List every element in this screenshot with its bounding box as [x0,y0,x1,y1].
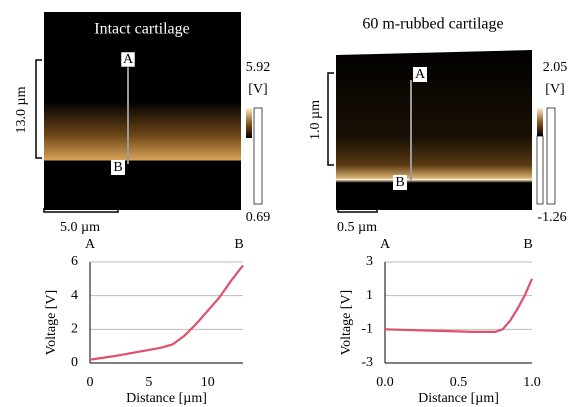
scale-bar [328,73,334,165]
y-tick-label: 2 [71,322,78,337]
colorbar-frame [254,108,262,204]
end-label: B [234,237,243,252]
colorbar-frame [547,108,555,204]
y-tick-label: 0 [71,355,78,370]
marker-a: A [415,67,426,82]
colorbar [246,108,252,138]
y-tick-label: 3 [366,254,373,269]
colorbar [537,108,543,136]
figure: Intact cartilage A B 13.0 µm 5.0 µm 5.92… [0,0,575,407]
colorbar-unit: [V] [545,82,564,97]
marker-a: A [123,52,134,67]
y-tick-label: 1 [366,288,373,303]
x-axis-label: Distance [µm] [126,391,207,406]
y-tick-label: -1 [361,322,373,337]
vertical-scale: 13.0 µm [14,86,29,133]
x-tick-label: 0 [87,375,94,390]
colorbar-max: 5.92 [246,60,271,75]
x-tick-label: 5 [145,375,152,390]
data-line [385,279,532,332]
y-tick-label: -3 [361,355,373,370]
colorbar-frame [537,136,543,204]
colorbar-unit: [V] [248,82,267,97]
panel-title: 60 m-rubbed cartilage [362,16,503,33]
marker-b: B [113,160,122,175]
afm-image [44,12,241,210]
start-label: A [380,237,391,252]
vertical-scale: 1.0 µm [308,100,323,140]
panel-title: Intact cartilage [94,21,190,38]
y-tick-label: 6 [71,254,78,269]
colorbar-max: 2.05 [543,60,568,75]
y-axis-label: Voltage [V] [44,290,59,355]
x-tick-label: 1.0 [523,375,541,390]
scale-bar [36,60,42,158]
afm-image [336,50,532,210]
data-line [90,265,243,359]
start-label: A [85,237,96,252]
end-label: B [523,237,532,252]
x-tick-label: 0.5 [450,375,468,390]
x-axis-label: Distance [µm] [418,391,499,406]
y-axis-label: Voltage [V] [339,290,354,355]
x-tick-label: 10 [201,375,215,390]
x-tick-label: 0.0 [376,375,394,390]
horizontal-scale: 0.5 µm [337,220,377,235]
marker-b: B [395,175,404,190]
colorbar-min: 0.69 [246,210,271,225]
y-tick-label: 4 [71,288,78,303]
colorbar-min: -1.26 [537,210,566,225]
horizontal-scale: 5.0 µm [60,220,100,235]
